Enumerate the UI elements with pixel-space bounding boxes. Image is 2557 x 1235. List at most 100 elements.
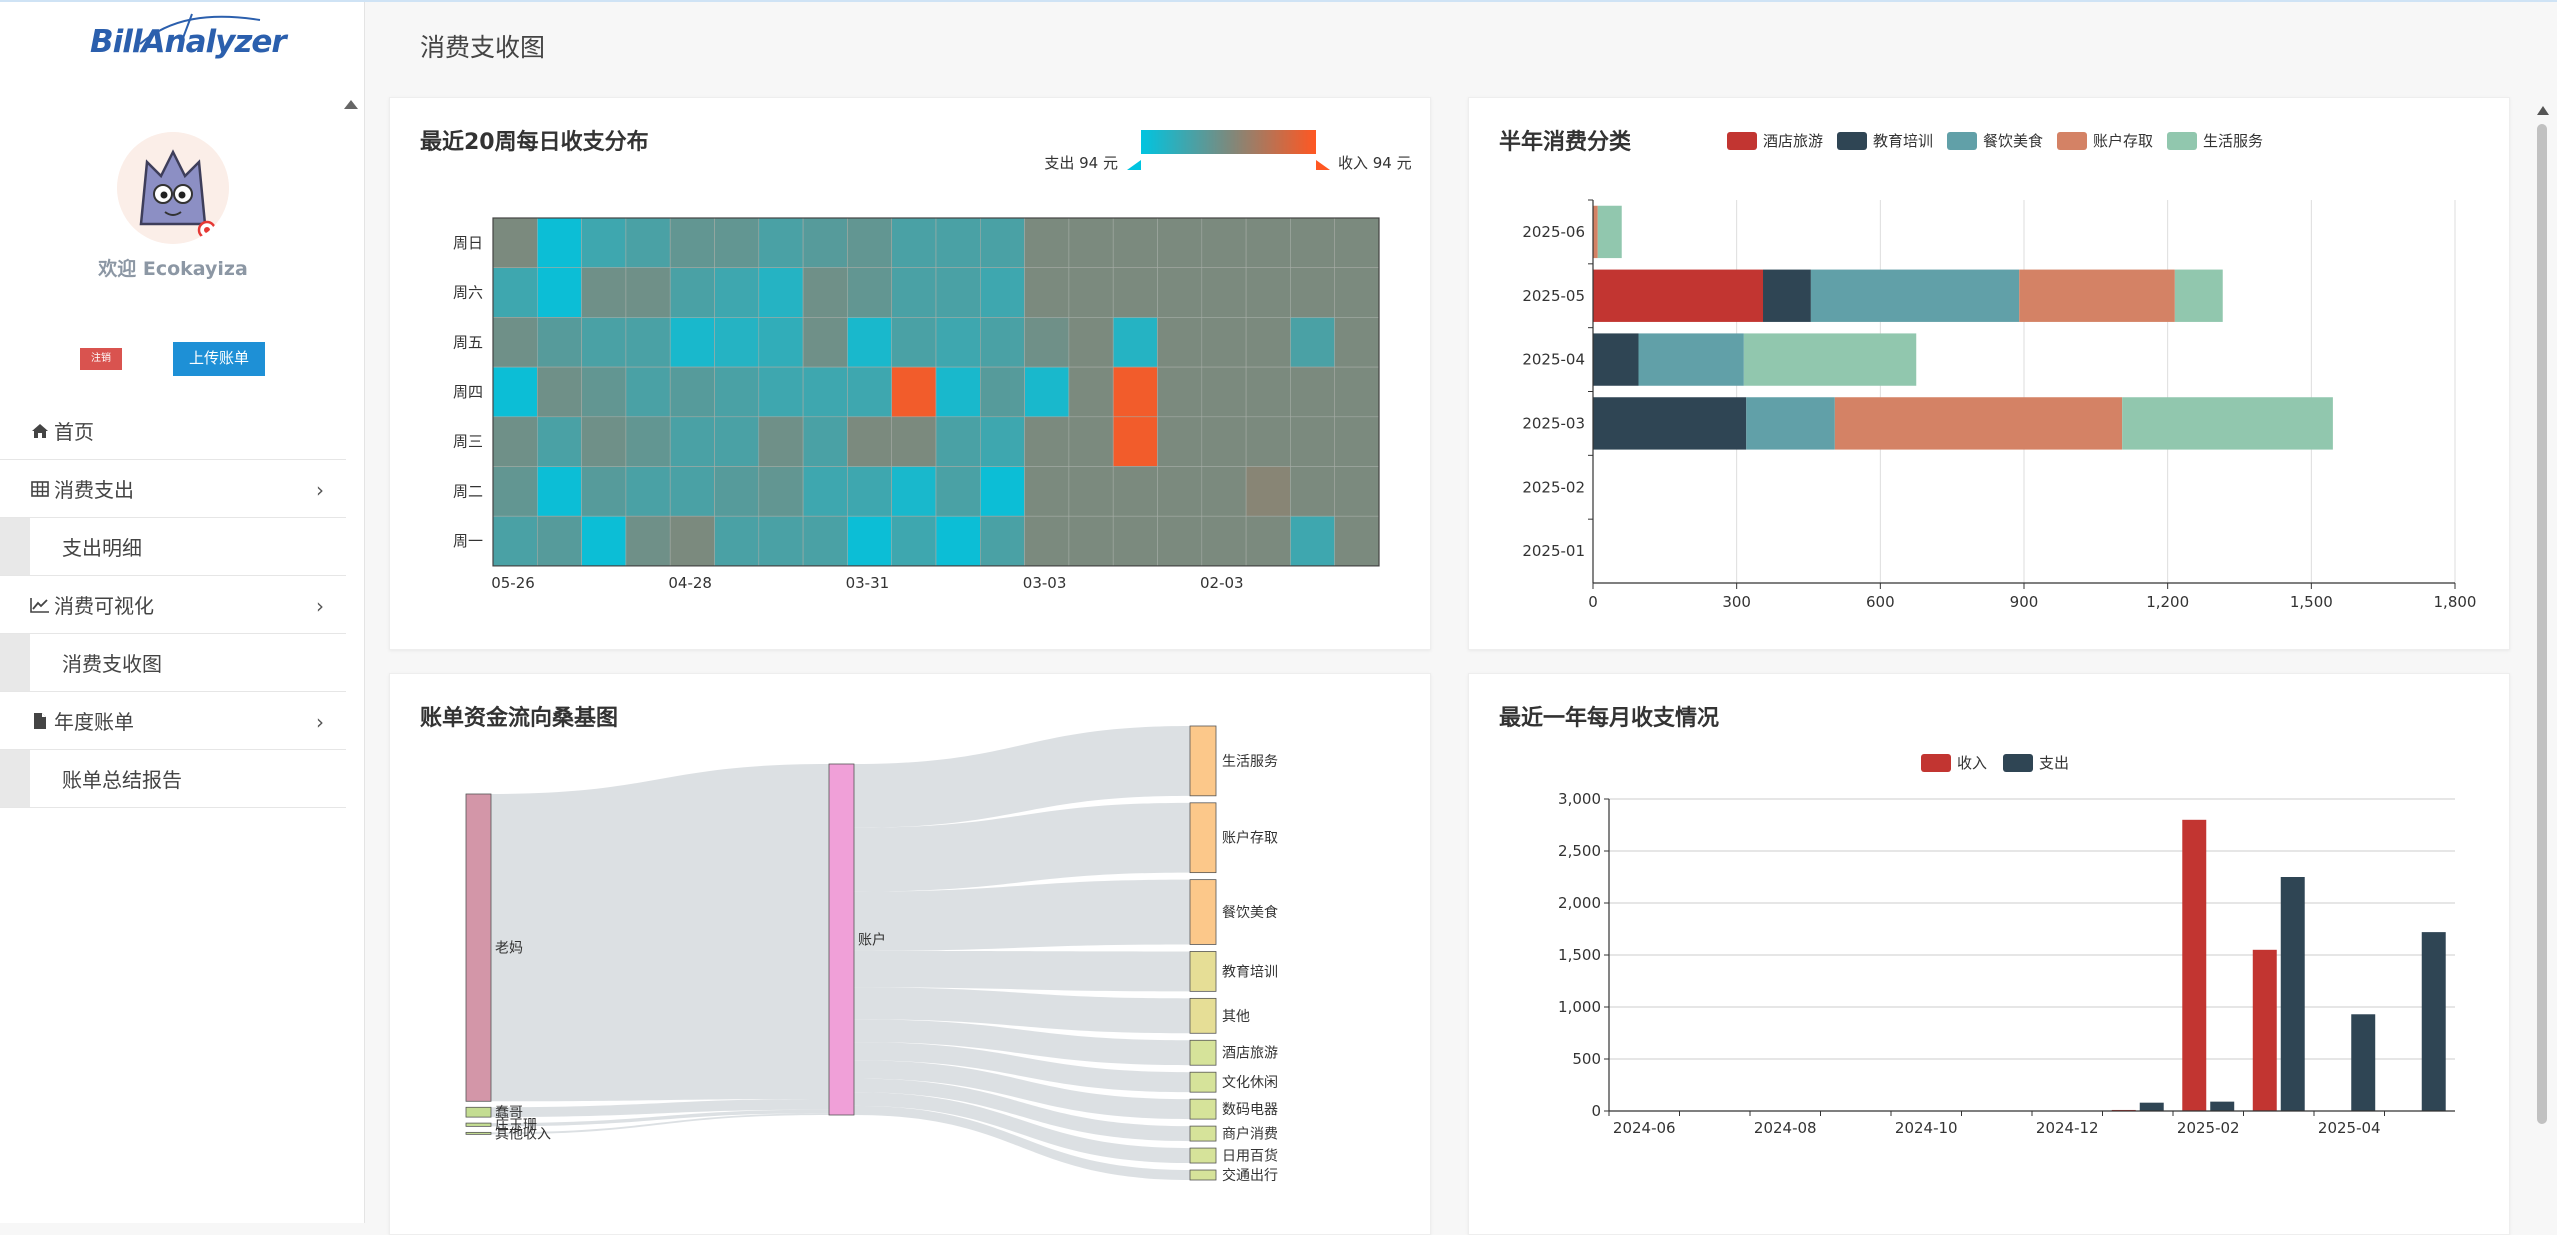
heatmap-cell[interactable] <box>581 217 627 269</box>
bar-segment[interactable] <box>1763 269 1811 322</box>
legend-swatch[interactable] <box>1921 754 1951 772</box>
heatmap-cell[interactable] <box>669 366 715 418</box>
heatmap-cells[interactable] <box>492 217 1380 567</box>
categories-bars[interactable] <box>1593 205 2333 450</box>
legend-swatch[interactable] <box>1727 132 1757 150</box>
heatmap-cell[interactable] <box>492 416 538 467</box>
heatmap-cell[interactable] <box>891 267 937 318</box>
heatmap-cell[interactable] <box>1201 366 1247 418</box>
legend-label[interactable]: 生活服务 <box>2203 132 2263 150</box>
monthly-legend[interactable]: 收入 支出 <box>1921 754 2069 772</box>
heatmap-cell[interactable] <box>492 217 538 269</box>
heatmap-cell[interactable] <box>1290 515 1336 567</box>
heatmap-cell[interactable] <box>847 267 892 318</box>
bar[interactable] <box>2280 877 2305 1111</box>
sankey-link[interactable] <box>491 1109 829 1127</box>
heatmap-cell[interactable] <box>714 515 760 567</box>
heatmap-cell[interactable] <box>492 366 538 418</box>
bar-segment[interactable] <box>1593 205 1598 259</box>
bar[interactable] <box>2182 819 2207 1111</box>
heatmap-cell[interactable] <box>1334 317 1380 368</box>
heatmap-cell[interactable] <box>847 366 892 418</box>
heatmap-cell[interactable] <box>581 317 627 368</box>
bar[interactable] <box>2210 1101 2235 1111</box>
heatmap-cell[interactable] <box>935 466 981 517</box>
heatmap-cell[interactable] <box>625 366 671 418</box>
heatmap-cell[interactable] <box>714 366 760 418</box>
heatmap-cell[interactable] <box>669 317 715 368</box>
heatmap-cell[interactable] <box>1112 267 1158 318</box>
categories-chart[interactable]: 酒店旅游 教育培训 餐饮美食 账户存取 生活服务 0 300 600 900 1,200 1,50… <box>1469 98 2509 649</box>
heatmap-cell[interactable] <box>979 466 1025 517</box>
heatmap-cell[interactable] <box>1112 515 1158 567</box>
heatmap-cell[interactable] <box>1024 515 1070 567</box>
logout-button[interactable]: 注销 <box>80 348 122 370</box>
monthly-chart[interactable]: 收入 支出 0 500 1,000 1,500 2,000 2,500 3,000 2024-0… <box>1469 674 2509 1234</box>
heatmap-cell[interactable] <box>1157 366 1203 418</box>
sankey-target-node[interactable] <box>1189 1169 1217 1181</box>
sankey-link[interactable] <box>854 1092 1190 1164</box>
heatmap-cell[interactable] <box>758 217 804 269</box>
bar-segment[interactable] <box>1810 269 2020 322</box>
heatmap-cell[interactable] <box>537 366 582 418</box>
heatmap-cell[interactable] <box>1157 267 1203 318</box>
sankey-link[interactable] <box>854 802 1190 892</box>
sankey-link[interactable] <box>854 1105 1190 1180</box>
heatmap-cell[interactable] <box>1068 416 1114 467</box>
heatmap-cell[interactable] <box>1024 267 1070 318</box>
heatmap-cell[interactable] <box>492 466 538 517</box>
sankey-link[interactable] <box>854 1019 1190 1066</box>
sidebar-item-annual-bill[interactable]: 年度账单 › <box>0 692 346 750</box>
heatmap-cell[interactable] <box>1334 466 1380 517</box>
bar-segment[interactable] <box>1597 205 1622 259</box>
heatmap-cell[interactable] <box>935 515 981 567</box>
heatmap-cell[interactable] <box>537 217 582 269</box>
heatmap-cell[interactable] <box>1201 217 1247 269</box>
heatmap-cell[interactable] <box>714 416 760 467</box>
heatmap-cell[interactable] <box>847 515 892 567</box>
heatmap-cell[interactable] <box>1201 317 1247 368</box>
heatmap-cell[interactable] <box>581 416 627 467</box>
heatmap-cell[interactable] <box>625 317 671 368</box>
heatmap-cell[interactable] <box>581 366 627 418</box>
sankey-target-node[interactable] <box>1189 1098 1217 1120</box>
heatmap-cell[interactable] <box>1290 317 1336 368</box>
heatmap-cell[interactable] <box>1024 366 1070 418</box>
heatmap-cell[interactable] <box>1112 217 1158 269</box>
legend-label[interactable]: 教育培训 <box>1873 132 1933 150</box>
heatmap-cell[interactable] <box>581 515 627 567</box>
heatmap-cell[interactable] <box>1245 217 1291 269</box>
heatmap-cell[interactable] <box>1068 317 1114 368</box>
sankey-target-node[interactable] <box>1189 1039 1217 1066</box>
bar-segment[interactable] <box>2174 269 2223 322</box>
heatmap-cell[interactable] <box>1157 416 1203 467</box>
heatmap-cell[interactable] <box>625 217 671 269</box>
heatmap-cell[interactable] <box>847 217 892 269</box>
heatmap-cell[interactable] <box>891 515 937 567</box>
heatmap-cell[interactable] <box>1290 416 1336 467</box>
heatmap-cell[interactable] <box>492 267 538 318</box>
heatmap-cell[interactable] <box>1157 515 1203 567</box>
heatmap-cell[interactable] <box>669 217 715 269</box>
legend-swatch[interactable] <box>1837 132 1867 150</box>
sankey-target-node[interactable] <box>1189 802 1217 874</box>
legend-swatch[interactable] <box>2003 754 2033 772</box>
sankey-link[interactable] <box>854 1078 1190 1142</box>
sidebar-item-expense-details[interactable]: 支出明细 <box>0 518 346 576</box>
heatmap-cell[interactable] <box>1201 267 1247 318</box>
bar-segment[interactable] <box>1593 333 1639 386</box>
heatmap-cell[interactable] <box>758 366 804 418</box>
heatmap-cell[interactable] <box>1201 416 1247 467</box>
heatmap-cell[interactable] <box>1024 466 1070 517</box>
heatmap-cell[interactable] <box>1068 466 1114 517</box>
legend-label[interactable]: 餐饮美食 <box>1983 132 2043 150</box>
sankey-source-node[interactable] <box>465 1106 492 1118</box>
heatmap-cell[interactable] <box>935 416 981 467</box>
heatmap-cell[interactable] <box>714 267 760 318</box>
heatmap-cell[interactable] <box>714 317 760 368</box>
heatmap-cell[interactable] <box>1245 317 1291 368</box>
heatmap-cell[interactable] <box>802 466 848 517</box>
sankey-link[interactable] <box>491 1098 829 1118</box>
bar-segment[interactable] <box>1638 333 1744 386</box>
